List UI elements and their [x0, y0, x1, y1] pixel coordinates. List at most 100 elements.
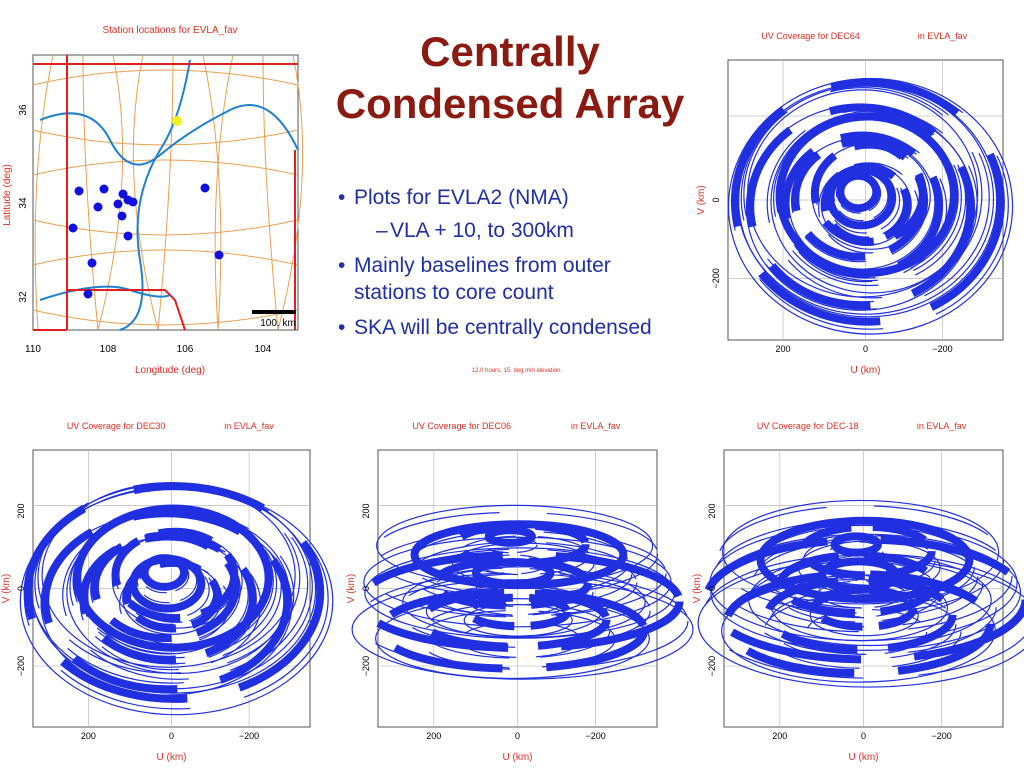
y-tick-label: 0 — [361, 586, 371, 591]
y-tick-label: −200 — [16, 656, 26, 676]
station — [68, 223, 78, 233]
road — [97, 54, 124, 331]
x-tick-label: −200 — [585, 731, 605, 741]
uv-track — [817, 574, 906, 609]
road — [202, 54, 222, 331]
uv-track — [813, 580, 911, 618]
uv-track — [417, 588, 611, 651]
uv-track — [746, 103, 975, 310]
y-tick-label: 36 — [18, 104, 29, 116]
y-axis-label: V (km) — [346, 574, 357, 603]
station — [74, 186, 84, 196]
y-tick-label: 0 — [16, 586, 26, 591]
uv-track — [69, 509, 282, 665]
uv-track — [417, 609, 616, 669]
road — [82, 54, 99, 331]
x-tick-label: 104 — [255, 344, 272, 355]
uv-track — [781, 131, 944, 279]
uv-track — [802, 535, 936, 586]
y-axis-label: V (km) — [692, 574, 703, 603]
uv-track — [745, 104, 976, 311]
x-tick-label: 0 — [863, 344, 868, 354]
road — [157, 54, 174, 331]
uv-track — [363, 536, 672, 628]
uv-config: in EVLA_fav — [224, 421, 274, 431]
uv-track — [836, 171, 881, 213]
uv-track — [768, 588, 957, 660]
x-tick-label: 108 — [100, 344, 117, 355]
uv-track — [367, 529, 667, 618]
uv-track — [722, 570, 995, 678]
x-tick-label: −200 — [931, 731, 951, 741]
uv-track — [810, 585, 918, 631]
uv-track — [409, 530, 629, 596]
uv-track — [743, 86, 983, 303]
uv-track — [775, 560, 940, 623]
station — [118, 189, 128, 199]
uv-track — [356, 550, 684, 653]
bullet: Mainly baselines from outer stations to … — [338, 252, 678, 306]
plot-note: 12.0 hours, 15. deg min elevation. — [472, 368, 563, 374]
station — [83, 289, 93, 299]
x-tick-label: 0 — [515, 731, 520, 741]
uv-track — [429, 567, 594, 617]
bullet-text: SKA will be centrally condensed — [354, 316, 652, 339]
uv-track — [30, 483, 313, 690]
river — [39, 104, 299, 166]
uv-track — [798, 522, 936, 580]
uv-title: UV Coverage for DEC06 — [412, 421, 511, 431]
uv-track — [463, 603, 573, 637]
river — [119, 59, 191, 331]
uv-track — [410, 541, 633, 608]
uv-track — [37, 482, 301, 674]
map-title: Station locations for EVLA_fav — [102, 25, 237, 36]
uv-track — [356, 572, 689, 670]
uv-track — [755, 525, 975, 609]
uv-track — [19, 486, 334, 716]
y-tick-label: 32 — [18, 291, 29, 303]
uv-track — [351, 579, 694, 680]
uv-track — [766, 108, 978, 299]
y-tick-label: 200 — [707, 503, 717, 518]
uv-track — [736, 83, 995, 315]
uv-track — [806, 608, 928, 656]
x-axis-label: U (km) — [503, 752, 533, 763]
uv-track — [763, 576, 957, 654]
bullet-text: Plots for EVLA2 (NMA) — [354, 186, 569, 209]
station — [200, 183, 210, 193]
y-tick-label: 200 — [361, 503, 371, 518]
uv-track — [756, 534, 979, 619]
map-area — [32, 54, 299, 331]
uv-track — [727, 77, 1014, 335]
y-axis-label: Latitude (deg) — [2, 164, 13, 226]
y-tick-label: −200 — [361, 656, 371, 676]
x-tick-label: 200 — [775, 344, 790, 354]
uv-track — [697, 558, 1024, 688]
uv-track — [756, 516, 974, 604]
uv-track — [79, 532, 257, 664]
station — [214, 250, 224, 260]
station — [93, 202, 103, 212]
uv-track — [772, 112, 967, 287]
uv-track — [402, 566, 646, 639]
uv-track — [452, 521, 590, 568]
uv-track — [397, 573, 651, 648]
uv-track — [72, 507, 274, 655]
x-tick-label: 0 — [861, 731, 866, 741]
uv-track — [23, 482, 325, 703]
border — [33, 55, 298, 331]
sub-bullet: VLA + 10, to 300km — [354, 217, 678, 244]
x-axis-label: U (km) — [849, 752, 879, 763]
station — [128, 197, 138, 207]
uv-track — [483, 536, 538, 554]
bullet: Plots for EVLA2 (NMA) VLA + 10, to 300km — [338, 184, 678, 244]
x-axis-label: U (km) — [851, 365, 881, 376]
y-axis-label: V (km) — [1, 574, 12, 603]
map-lines — [32, 54, 304, 331]
station-core — [172, 116, 182, 126]
uv-title: UV Coverage for DEC64 — [761, 31, 860, 41]
uv-config: in EVLA_fav — [571, 421, 621, 431]
uv-track — [829, 541, 884, 563]
